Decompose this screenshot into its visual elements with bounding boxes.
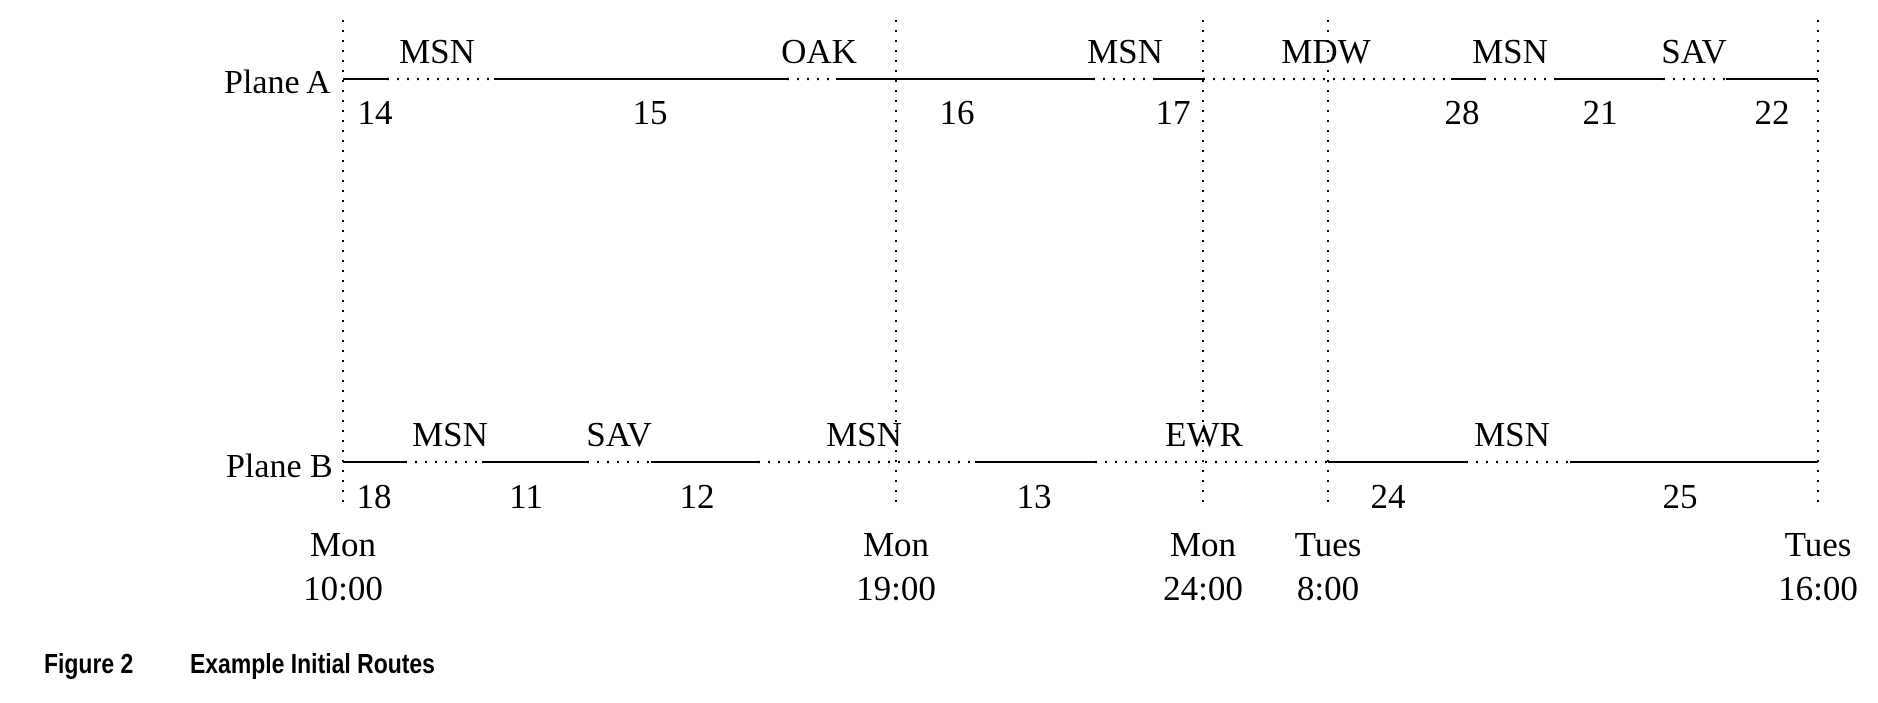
plane-a-row: Plane A MSN OAK MSN MDW MSN SAV 14 15 16 17 28 21 22 (224, 32, 1818, 132)
airport-label: OAK (781, 32, 857, 71)
airport-label: EWR (1165, 415, 1243, 454)
airport-label: MSN (1472, 32, 1548, 71)
flight-number-label: 22 (1755, 93, 1790, 132)
time-day-label: Mon (310, 525, 376, 564)
airport-label: MSN (826, 415, 902, 454)
airport-label: SAV (586, 415, 652, 454)
plane-b-route: MSN SAV MSN EWR MSN 18 11 12 13 24 25 (343, 415, 1818, 516)
figure-caption: Figure 2 Example Initial Routes (44, 648, 435, 680)
figure-title: Example Initial Routes (189, 648, 435, 679)
flight-number-label: 11 (509, 477, 543, 516)
time-grid (342, 20, 1819, 510)
plane-b-row: Plane B MSN SAV MSN EWR MSN 18 11 12 13 24 25 (226, 415, 1818, 516)
flight-number-label: 25 (1663, 477, 1698, 516)
time-clock-label: 24:00 (1163, 569, 1243, 608)
airport-label: MSN (399, 32, 475, 71)
time-clock-label: 10:00 (303, 569, 383, 608)
airport-label: MDW (1281, 32, 1370, 71)
airport-label: MSN (1087, 32, 1163, 71)
time-clock-label: 19:00 (856, 569, 936, 608)
flight-number-label: 18 (357, 477, 392, 516)
flight-number-label: 24 (1371, 477, 1406, 516)
flight-number-label: 12 (680, 477, 715, 516)
flight-number-label: 14 (358, 93, 393, 132)
flight-number-label: 28 (1445, 93, 1480, 132)
flight-number-label: 17 (1156, 93, 1191, 132)
figure-number: Figure 2 (44, 648, 134, 679)
time-day-label: Tues (1295, 525, 1362, 564)
flight-number-label: 15 (633, 93, 668, 132)
plane-b-label: Plane B (226, 448, 333, 485)
airport-label: MSN (1474, 415, 1550, 454)
time-clock-label: 16:00 (1778, 569, 1858, 608)
time-day-label: Mon (863, 525, 929, 564)
plane-a-label: Plane A (224, 64, 331, 101)
time-day-label: Tues (1785, 525, 1852, 564)
flight-number-label: 21 (1583, 93, 1618, 132)
time-axis: Mon 10:00 Mon 19:00 Mon 24:00 Tues 8:00 … (303, 525, 1858, 608)
airport-label: MSN (412, 415, 488, 454)
flight-number-label: 16 (940, 93, 975, 132)
plane-a-route: MSN OAK MSN MDW MSN SAV 14 15 16 17 28 21 22 (343, 32, 1818, 132)
time-day-label: Mon (1170, 525, 1236, 564)
airport-label: SAV (1661, 32, 1727, 71)
flight-number-label: 13 (1017, 477, 1052, 516)
time-clock-label: 8:00 (1297, 569, 1359, 608)
